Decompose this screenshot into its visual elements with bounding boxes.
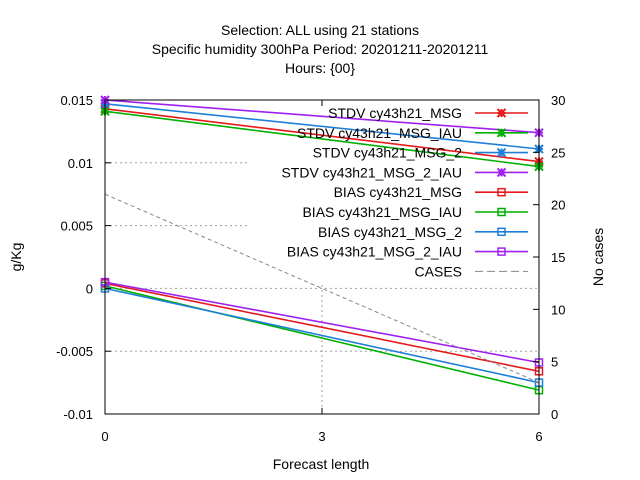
legend-label: BIAS cy43h21_MSG_2_IAU bbox=[287, 244, 462, 260]
y2-tick-label: 5 bbox=[551, 355, 558, 370]
chart-title-line-1: Selection: ALL using 21 stations bbox=[221, 22, 419, 38]
series-line-7 bbox=[104, 281, 540, 364]
y-tick-label: 0.015 bbox=[60, 93, 93, 108]
y-tick-label: -0.005 bbox=[56, 344, 93, 359]
y2-tick-label: 20 bbox=[551, 198, 565, 213]
legend-label: CASES bbox=[415, 263, 462, 279]
legend-marker bbox=[496, 167, 507, 178]
legend-label: BIAS cy43h21_MSG_2 bbox=[318, 224, 462, 240]
series-line-8 bbox=[104, 193, 540, 384]
y-tick-label: -0.01 bbox=[63, 407, 93, 422]
legend-marker bbox=[497, 187, 506, 197]
series-line-2 bbox=[104, 102, 540, 150]
legend-label: BIAS cy43h21_MSG bbox=[334, 184, 462, 200]
legend-label: BIAS cy43h21_MSG_IAU bbox=[302, 204, 462, 220]
x-axis-title: Forecast length bbox=[273, 456, 370, 472]
axes: 0 3 6 -0.01 -0.005 0 0.005 0.01 0.015 0 5 10 15 20 25 3… bbox=[56, 93, 565, 444]
series-line-1 bbox=[104, 110, 540, 168]
x-tick-label: 6 bbox=[535, 429, 542, 444]
legend: STDV cy43h21_MSG STDV cy43h21_MSG_IAU STDV… bbox=[281, 105, 528, 279]
y-tick-label: 0.005 bbox=[60, 219, 93, 234]
y2-tick-label: 0 bbox=[551, 407, 558, 422]
legend-marker bbox=[496, 147, 507, 158]
y-tick-label: 0.01 bbox=[68, 156, 93, 171]
series-line-3 bbox=[104, 99, 540, 134]
y-tick-label: 0 bbox=[86, 281, 93, 296]
y2-tick-label: 10 bbox=[551, 302, 565, 317]
series-line-4 bbox=[104, 282, 540, 373]
legend-label: STDV cy43h21_MSG_2_IAU bbox=[281, 164, 462, 180]
y-axis-title: g/Kg bbox=[8, 243, 24, 272]
series-line-0 bbox=[104, 107, 540, 163]
series-line-6 bbox=[104, 287, 540, 384]
y2-tick-label: 30 bbox=[551, 93, 565, 108]
legend-label: STDV cy43h21_MSG_2 bbox=[313, 145, 463, 161]
legend-label: STDV cy43h21_MSG bbox=[328, 105, 462, 121]
y2-tick-label: 25 bbox=[551, 145, 565, 160]
y2-axis-title: No cases bbox=[590, 228, 606, 286]
y2-tick-label: 15 bbox=[551, 250, 565, 265]
legend-marker bbox=[497, 227, 506, 237]
x-tick-label: 3 bbox=[318, 429, 325, 444]
x-tick-label: 0 bbox=[101, 429, 108, 444]
legend-marker bbox=[497, 247, 506, 256]
legend-label: STDV cy43h21_MSG_IAU bbox=[297, 125, 462, 141]
legend-marker bbox=[496, 108, 507, 118]
legend-marker bbox=[497, 207, 506, 217]
series-line-5 bbox=[104, 285, 540, 391]
legend-marker bbox=[496, 128, 507, 138]
chart-title-line-2: Specific humidity 300hPa Period: 2020121… bbox=[152, 41, 489, 57]
chart-title-line-3: Hours: {00} bbox=[285, 60, 355, 76]
